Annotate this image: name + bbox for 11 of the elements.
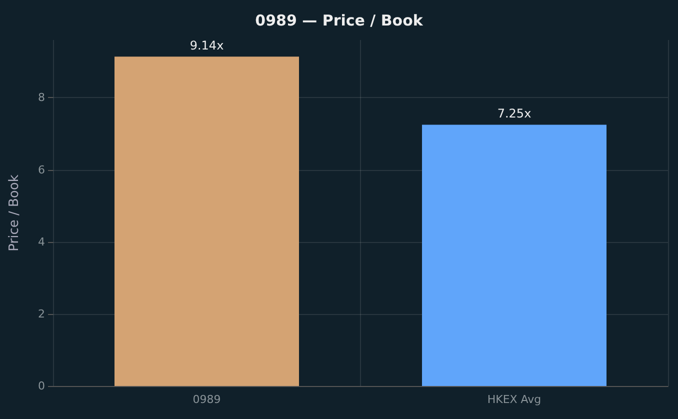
data-label: 9.14x [190, 38, 224, 53]
y-tick-label: 2 [38, 307, 45, 320]
chart-title: 0989 — Price / Book [255, 12, 424, 30]
data-label: 7.25x [497, 106, 532, 121]
y-tick-label: 0 [38, 380, 45, 392]
x-tick-label: 0989 [192, 393, 221, 406]
y-axis-title: Price / Book [7, 174, 22, 252]
x-tick-label: HKEX Avg [487, 393, 542, 406]
y-tick-label: 8 [38, 91, 45, 104]
y-tick-label: 4 [38, 235, 45, 248]
y-tick-label: 6 [38, 163, 45, 176]
